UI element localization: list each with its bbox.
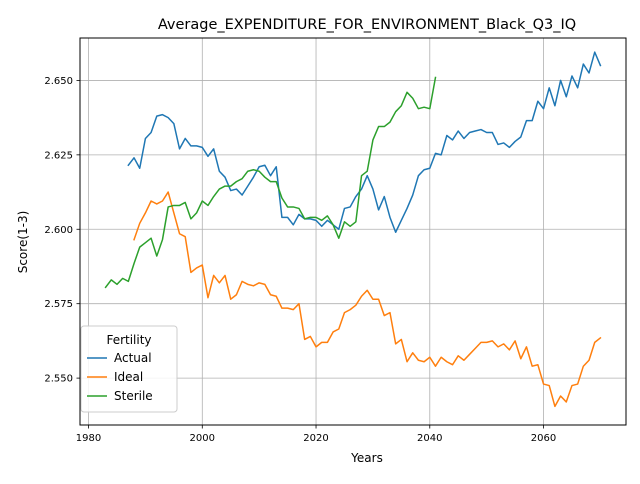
x-tick-label: 2040 [417, 433, 442, 444]
series-line-ideal [133, 191, 602, 408]
y-axis: 2.550 2.575 2.600 2.625 2.650 [44, 76, 80, 385]
x-tick-label: 2020 [303, 433, 328, 444]
x-tick-label: 1980 [76, 433, 101, 444]
chart-title: Average_EXPENDITURE_FOR_ENVIRONMENT_Blac… [158, 17, 576, 33]
y-tick-label: 2.650 [44, 76, 73, 87]
y-tick-label: 2.575 [44, 299, 73, 310]
legend-box [80, 325, 178, 413]
x-axis: 1980 2000 2020 2040 2060 [76, 425, 556, 444]
plot-frame [79, 37, 627, 426]
legend-title: Fertility [106, 333, 151, 347]
x-axis-label: Years [350, 451, 383, 465]
y-axis-label: Score(1-3) [16, 211, 30, 274]
series-layer [104, 51, 602, 408]
legend-label-actual: Actual [114, 351, 152, 365]
legend-label-sterile: Sterile [114, 389, 153, 403]
y-tick-label: 2.550 [44, 374, 73, 385]
y-tick-label: 2.600 [44, 225, 73, 236]
series-line-actual [127, 51, 602, 233]
y-tick-label: 2.625 [44, 150, 73, 161]
x-tick-label: 2000 [190, 433, 215, 444]
series-line-sterile [104, 76, 437, 289]
legend-label-ideal: Ideal [114, 370, 143, 384]
x-tick-label: 2060 [531, 433, 556, 444]
legend: Fertility Actual Ideal Sterile [80, 325, 178, 413]
